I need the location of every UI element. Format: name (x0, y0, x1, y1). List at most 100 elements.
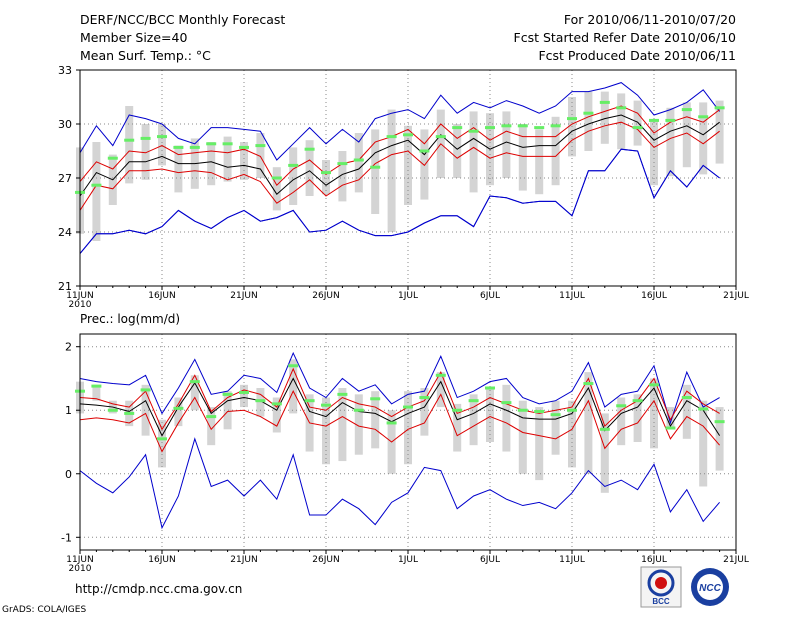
temp-year-label: 2010 (69, 300, 92, 310)
prec-median-28 (517, 408, 528, 412)
temp-box-17 (338, 151, 347, 202)
temp-box-5 (141, 124, 150, 180)
temp-line-mean (79, 114, 720, 197)
temp-median-22 (419, 149, 430, 153)
temp-xtick-label-2: 21JUN (230, 291, 257, 301)
temp-line-mean_plus_std (79, 105, 720, 187)
temp-median-24 (452, 126, 463, 130)
temp-median-16 (321, 171, 331, 175)
prec-xtick-label-0: 11JUN (66, 555, 93, 565)
prec-line-mean (79, 377, 721, 437)
prec-median-16 (321, 403, 331, 407)
temp-box-38 (682, 102, 691, 168)
temp-median-9 (206, 142, 217, 146)
temp-box-15 (305, 140, 314, 196)
temp-median-21 (403, 133, 413, 137)
prec-median-40 (714, 420, 725, 424)
source-url[interactable]: http://cmdp.ncc.cma.gov.cn (75, 582, 243, 596)
temp-median-32 (583, 111, 594, 115)
prec-line-mean_plus_std (79, 367, 720, 431)
prec-line-max (79, 351, 720, 425)
prec-box-32 (584, 372, 593, 474)
prec-box-23 (436, 372, 445, 408)
prec-median-29 (534, 410, 545, 414)
temp-median-7 (173, 145, 184, 149)
prec-panel: -1 0 1 2 11JUN 16JUN 21JUN 26JUN 1JUL 6JUL 11JUL 16… (61, 333, 749, 574)
temp-box-36 (650, 120, 658, 186)
prec-median-14 (288, 364, 299, 368)
prec-box-39 (699, 400, 708, 487)
prec-median-35 (632, 399, 643, 403)
prec-median-12 (255, 399, 266, 403)
prec-median-21 (403, 405, 413, 409)
temp-box-7 (174, 145, 183, 193)
prec-box-30 (551, 400, 560, 455)
temp-box-27 (502, 111, 511, 178)
temp-box-6 (158, 124, 166, 166)
temp-xtick-label-3: 26JUN (312, 291, 339, 301)
prec-median-13 (271, 402, 282, 406)
temp-box-10 (223, 136, 232, 182)
prec-xtick-label-5: 6JUL (480, 555, 500, 565)
prec-box-7 (174, 397, 183, 427)
prec-box-11 (240, 384, 248, 408)
prec-median-38 (681, 396, 692, 400)
temp-median-11 (239, 145, 249, 149)
temp-panel: 21 24 27 30 33 11JUN 16JUN 21JUN 26JUN 1JUL 6JUL 11… (58, 64, 749, 310)
temp-median-14 (288, 163, 299, 167)
bcc-logo-icon: BCC (640, 566, 682, 608)
temp-ytick-label-30: 30 (58, 118, 72, 131)
temp-median-5 (140, 136, 151, 140)
prec-median-18 (353, 408, 364, 412)
temp-box-20 (387, 109, 396, 232)
temp-ytick-label-33: 33 (58, 64, 72, 77)
temp-median-17 (337, 162, 348, 166)
temp-box-30 (551, 116, 560, 186)
temp-xtick-label-8: 21JUL (723, 291, 749, 301)
temp-median-29 (534, 126, 545, 130)
bcc-logo-text: BCC (652, 597, 670, 606)
prec-box-9 (207, 407, 216, 446)
temp-box-2 (92, 142, 101, 241)
temp-median-38 (681, 108, 692, 112)
temp-box-22 (420, 129, 429, 200)
temp-median-36 (649, 118, 659, 122)
prec-box-13 (272, 397, 281, 433)
prec-median-2 (91, 384, 102, 388)
temp-box-35 (633, 100, 642, 146)
temp-median-6 (157, 135, 167, 139)
prec-box-8 (190, 375, 199, 411)
temp-median-25 (468, 129, 479, 133)
temp-median-15 (304, 147, 315, 151)
prec-box-10 (223, 391, 232, 430)
temp-box-33 (600, 91, 609, 144)
prec-median-15 (304, 399, 315, 403)
prec-box-12 (256, 388, 265, 417)
temp-xtick-label-6: 11JUL (559, 291, 585, 301)
temp-line-min_lower (79, 148, 720, 254)
temp-median-27 (501, 124, 512, 128)
temp-median-35 (632, 126, 643, 130)
chart-title: DERF/NCC/BCC Monthly Forecast (80, 12, 286, 27)
prec-xtick-label-8: 21JUL (723, 555, 749, 565)
temp-median-20 (386, 135, 397, 139)
prec-box-19 (371, 391, 380, 449)
temp-box-13 (272, 167, 281, 211)
temp-median-10 (222, 142, 233, 146)
ncc-logo-text: NCC (699, 583, 721, 594)
prec-ytick-label-1: 1 (65, 404, 72, 417)
member-size-label: Member Size=40 (80, 30, 188, 45)
temp-box-14 (289, 147, 298, 205)
temp-median-34 (616, 106, 627, 110)
temp-median-8 (189, 145, 200, 149)
prec-box-38 (682, 384, 691, 439)
prec-box-22 (420, 388, 429, 436)
temp-median-33 (599, 100, 610, 104)
temp-ytick-label-27: 27 (58, 172, 72, 185)
prec-box-29 (535, 407, 544, 481)
prec-median-25 (468, 399, 479, 403)
temp-xtick-label-4: 1JUL (398, 291, 418, 301)
temp-median-3 (107, 156, 118, 160)
prec-median-4 (124, 411, 135, 415)
prec-box-21 (404, 391, 412, 465)
